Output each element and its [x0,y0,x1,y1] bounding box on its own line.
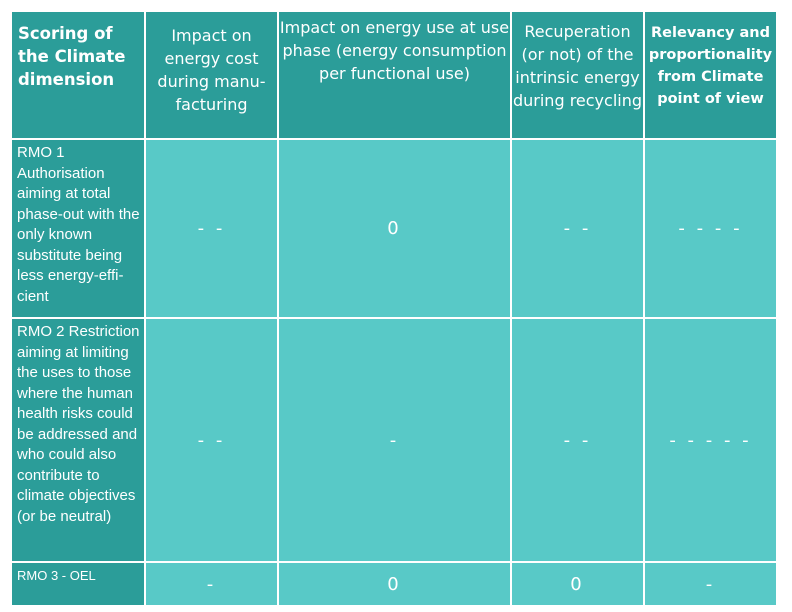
header-label: Impact on energy cost during manu-factur… [157,26,266,114]
header-recuperation-energy: Recuperation (or not) of the intrinsic e… [512,12,643,138]
header-energy-cost-manufacturing: Impact on energy cost during manu-factur… [146,12,277,138]
score-value: - - - - - [669,429,752,451]
score-value: - - [563,429,592,451]
row-label-rmo1: RMO 1 Authorisation aiming at total phas… [12,140,144,317]
score-value: 0 [387,218,402,239]
header-label: Relevancy and proportionality from Clima… [648,25,773,107]
row-label-rmo2: RMO 2 Restriction aiming at limiting the… [12,319,144,561]
score-value: - [389,429,400,451]
row-label-text: RMO 1 Authorisation aiming at total phas… [17,144,140,305]
cell-rmo2-energy-cost: - - [146,319,277,561]
cell-rmo3-relevancy: - [645,563,776,605]
climate-scoring-table: Scoring of the Climate dimension Impact … [12,12,776,605]
cell-rmo1-relevancy: - - - - [645,140,776,317]
cell-rmo3-energy-use: 0 [279,563,510,605]
header-label: Impact on energy use at use phase (energ… [279,18,510,83]
cell-rmo3-recuperation: 0 [512,563,643,605]
header-relevancy-proportionality: Relevancy and proportionality from Clima… [645,12,776,138]
cell-rmo2-recuperation: - - [512,319,643,561]
header-label: Recuperation (or not) of the intrinsic e… [512,22,643,110]
header-label: Scoring of the Climate dimension [18,24,126,89]
score-value: - - [197,429,226,451]
cell-rmo1-energy-cost: - - [146,140,277,317]
header-scoring-dimension: Scoring of the Climate dimension [12,12,144,138]
row-label-rmo3: RMO 3 - OEL [12,563,144,605]
row-label-text: RMO 2 Restriction aiming at limiting the… [17,323,140,525]
cell-rmo1-energy-use: 0 [279,140,510,317]
score-value: - - - - [678,218,743,239]
score-value: 0 [570,573,585,595]
score-value: - - [197,218,226,239]
row-label-text: RMO 3 - OEL [17,568,96,583]
cell-rmo2-relevancy: - - - - - [645,319,776,561]
score-value: - [705,573,716,595]
cell-rmo1-recuperation: - - [512,140,643,317]
score-value: - - [563,218,592,239]
score-value: 0 [387,573,402,595]
cell-rmo2-energy-use: - [279,319,510,561]
score-value: - [206,573,217,595]
cell-rmo3-energy-cost: - [146,563,277,605]
header-energy-use-phase: Impact on energy use at use phase (energ… [279,12,510,138]
